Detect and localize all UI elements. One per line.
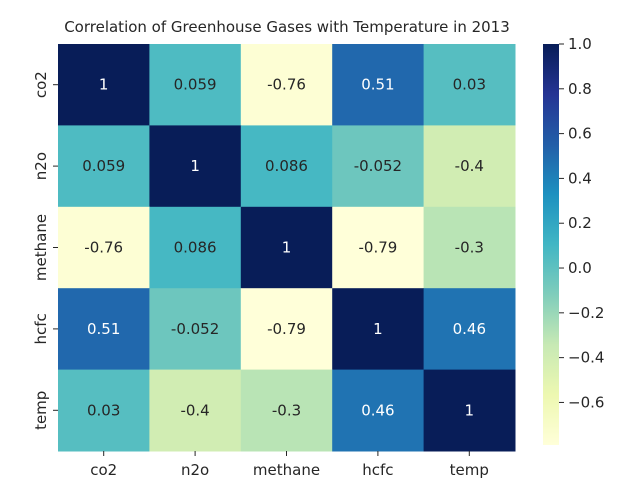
- heatmap-cell-methane-hcfc: [332, 206, 425, 289]
- cell-value-label: 0.51: [361, 76, 394, 94]
- heatmap-cell-n2o-n2o: [149, 125, 242, 208]
- cell-value-label: 1: [465, 401, 475, 419]
- colorbar: [543, 44, 559, 445]
- heatmap-cell-co2-temp: [423, 44, 516, 126]
- cell-value-label: 0.086: [265, 157, 308, 175]
- cell-value-label: -0.76: [267, 76, 306, 94]
- heatmap-cell-hcfc-methane: [240, 288, 333, 371]
- heatmap-cell-n2o-co2: [58, 125, 150, 208]
- y-tick-label-temp: temp: [32, 391, 50, 430]
- heatmap-cell-methane-n2o: [149, 206, 242, 289]
- cell-value-label: -0.052: [354, 157, 402, 175]
- heatmap-cell-n2o-hcfc: [332, 125, 425, 208]
- x-tick-label-n2o: n2o: [181, 461, 209, 479]
- cell-value-label: 0.46: [453, 320, 486, 338]
- colorbar-axis: 1.0 0.8 0.6 0.4 0.2 0.0 −0.2 −0.4 −0.6: [559, 35, 604, 411]
- heatmap-cell-n2o-temp: [423, 125, 516, 208]
- colorbar-tick-label: −0.4: [568, 349, 604, 367]
- heatmap-cell-n2o-methane: [240, 125, 333, 208]
- cell-value-label: -0.79: [358, 239, 397, 257]
- x-axis: co2 n2o methane hcfc temp: [90, 451, 489, 479]
- cell-value-label: 1: [373, 320, 383, 338]
- cell-value-label: 0.03: [453, 76, 486, 94]
- heatmap-cells: [58, 44, 516, 452]
- cell-value-label: 0.086: [174, 239, 217, 257]
- colorbar-tick-label: −0.6: [568, 393, 604, 411]
- cell-value-label: -0.76: [84, 239, 123, 257]
- heatmap-cell-hcfc-n2o: [149, 288, 242, 371]
- cell-value-label: -0.4: [180, 401, 209, 419]
- y-tick-label-n2o: n2o: [32, 152, 50, 180]
- y-tick-label-methane: methane: [32, 214, 50, 281]
- heatmap-cell-co2-hcfc: [332, 44, 425, 126]
- chart-title: Correlation of Greenhouse Gases with Tem…: [64, 18, 510, 36]
- cell-value-label: 0.03: [87, 401, 120, 419]
- cell-value-label: 0.059: [82, 157, 125, 175]
- colorbar-tick-label: 0.0: [568, 259, 592, 277]
- heatmap-cell-temp-co2: [58, 369, 150, 452]
- heatmap-cell-hcfc-hcfc: [332, 288, 425, 371]
- heatmap-cell-temp-n2o: [149, 369, 242, 452]
- x-tick-label-methane: methane: [253, 461, 320, 479]
- y-tick-label-hcfc: hcfc: [32, 313, 50, 344]
- cell-value-label: 0.51: [87, 320, 120, 338]
- colorbar-tick-label: 0.6: [568, 125, 592, 143]
- heatmap-cell-co2-co2: [58, 44, 150, 126]
- colorbar-tick-label: −0.2: [568, 304, 604, 322]
- heatmap-cell-methane-methane: [240, 206, 333, 289]
- heatmap-cell-hcfc-temp: [423, 288, 516, 371]
- heatmap-cell-co2-n2o: [149, 44, 242, 126]
- cell-value-label: -0.79: [267, 320, 306, 338]
- heatmap-cell-temp-hcfc: [332, 369, 425, 452]
- cell-value-label: 1: [282, 239, 292, 257]
- x-tick-label-co2: co2: [90, 461, 117, 479]
- cell-value-label: -0.052: [171, 320, 219, 338]
- y-tick-label-co2: co2: [32, 71, 50, 98]
- colorbar-tick-label: 0.4: [568, 169, 592, 187]
- heatmap-cell-temp-temp: [423, 369, 516, 452]
- cell-value-label: 1: [99, 76, 109, 94]
- colorbar-tick-label: 1.0: [568, 35, 592, 53]
- heatmap-cell-hcfc-co2: [58, 288, 150, 371]
- cell-value-label: 0.46: [361, 401, 394, 419]
- colorbar-tick-label: 0.2: [568, 214, 592, 232]
- y-axis: co2 n2o methane hcfc temp: [32, 71, 58, 430]
- cell-value-label: 0.059: [174, 76, 217, 94]
- cell-value-label: -0.3: [455, 239, 484, 257]
- x-tick-label-hcfc: hcfc: [362, 461, 393, 479]
- colorbar-tick-label: 0.8: [568, 80, 592, 98]
- heatmap-cell-co2-methane: [240, 44, 333, 126]
- cell-value-label: -0.4: [455, 157, 484, 175]
- heatmap-cell-labels: 1 0.059 -0.76 0.51 0.03 0.059 1 0.086 -0.052 -0.4…: [82, 76, 486, 420]
- heatmap-cell-methane-co2: [58, 206, 150, 289]
- cell-value-label: 1: [190, 157, 200, 175]
- cell-value-label: -0.3: [272, 401, 301, 419]
- x-tick-label-temp: temp: [450, 461, 489, 479]
- heatmap-cell-methane-temp: [423, 206, 516, 289]
- heatmap-cell-temp-methane: [240, 369, 333, 452]
